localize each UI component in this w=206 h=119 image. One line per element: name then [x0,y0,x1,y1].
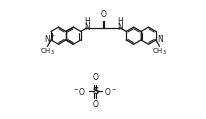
Text: N: N [156,35,162,44]
Text: $^+$: $^+$ [158,34,164,39]
Text: O: O [92,100,98,109]
Text: $^+$: $^+$ [51,34,57,39]
Text: H: H [117,17,122,26]
Text: N: N [84,23,89,32]
Text: O$^-$: O$^-$ [103,86,116,97]
Text: H: H [84,17,89,26]
Text: $\mathregular{CH_3}$: $\mathregular{CH_3}$ [152,47,166,57]
Text: $^-$O: $^-$O [72,86,87,97]
Text: $\mathregular{CH_3}$: $\mathregular{CH_3}$ [40,47,54,57]
Text: N: N [44,35,50,44]
Text: O: O [92,73,98,82]
Text: S: S [91,87,98,96]
Text: N: N [117,23,122,32]
Text: O: O [100,10,106,19]
